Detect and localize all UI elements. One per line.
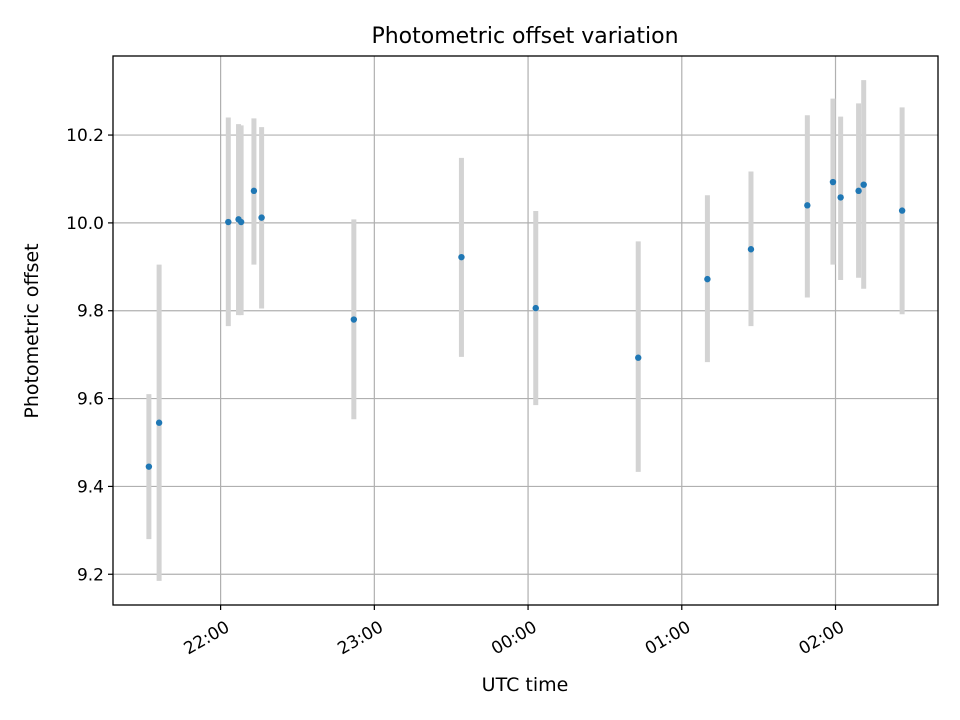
data-point [804, 202, 811, 209]
x-tick-label: 23:00 [334, 617, 386, 659]
data-point [837, 194, 844, 201]
x-tick-label: 00:00 [488, 617, 540, 659]
y-axis-label: Photometric offset [21, 243, 43, 418]
y-tick-label: 10.2 [66, 126, 104, 146]
plot-area [112, 55, 939, 606]
data-point [237, 218, 245, 226]
x-axis: 22:00 23:00 00:00 01:00 02:00 [181, 605, 848, 659]
data-points [145, 178, 906, 470]
x-tick-label: 02:00 [796, 617, 848, 659]
y-tick-label: 9.4 [77, 477, 104, 497]
data-point [855, 187, 862, 195]
x-tick-label: 22:00 [181, 617, 233, 659]
data-point [704, 275, 711, 283]
chart-title: Photometric offset variation [371, 24, 678, 49]
data-point [458, 253, 465, 261]
data-point [145, 463, 153, 470]
y-axis: 9.2 9.4 9.6 9.8 10.0 10.2 [66, 126, 113, 585]
data-point [860, 181, 867, 188]
data-point [829, 178, 837, 186]
data-point [258, 214, 265, 221]
grid [113, 56, 938, 605]
data-point [250, 187, 258, 195]
data-point [155, 419, 163, 426]
data-point [532, 304, 539, 312]
y-tick-label: 10.0 [66, 214, 104, 234]
data-point [635, 354, 642, 361]
x-tick-label: 01:00 [642, 617, 694, 659]
plot-frame [112, 55, 939, 606]
data-point [898, 207, 906, 214]
data-point [225, 218, 232, 226]
y-tick-label: 9.8 [77, 302, 104, 322]
data-point [747, 246, 755, 253]
x-axis-label: UTC time [482, 674, 569, 696]
error-bars [146, 80, 905, 581]
y-tick-label: 9.2 [77, 565, 104, 585]
data-point [350, 316, 358, 323]
y-tick-label: 9.6 [77, 390, 104, 410]
